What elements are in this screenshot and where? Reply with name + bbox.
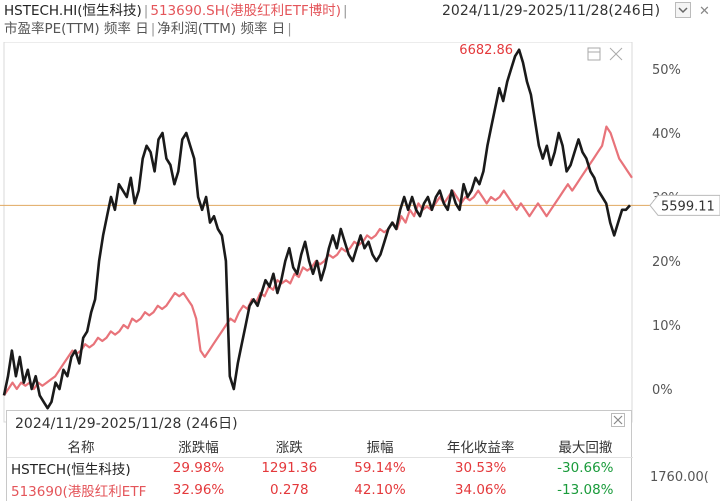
table-row[interactable]: HSTECH(恒生科技) 29.98% 1291.36 59.14% 30.53…	[7, 457, 633, 479]
table-row[interactable]: 513690(港股红利ETF 32.96% 0.278 42.10% 34.06…	[7, 479, 633, 501]
legend-line-1: HSTECH.HI(恒生科技) | 513690.SH(港股红利ETF博时) |	[4, 2, 350, 20]
popup-title: 2024/11/29-2025/11/28 (246日)	[15, 416, 238, 432]
max-value-label: 6682.86	[459, 43, 513, 58]
legend-indicator-profit[interactable]: 净利润(TTM) 频率 日	[157, 21, 286, 37]
y-axis-right: 50%40%30%20%10%0%	[652, 63, 681, 398]
legend-separator: |	[150, 21, 156, 37]
legend-series-hstech[interactable]: HSTECH.HI(恒生科技)	[4, 3, 142, 19]
row-name: 513690(港股红利ETF	[11, 484, 147, 500]
stats-popup: 2024/11/29-2025/11/28 (246日) 名称 涨跌幅 涨跌 振…	[6, 410, 633, 501]
column-header-change-pct[interactable]: 涨跌幅	[155, 435, 243, 458]
legend-separator: |	[342, 3, 348, 19]
plot-frame	[3, 42, 633, 423]
close-plot-icon[interactable]	[609, 47, 623, 61]
series-lines	[0, 48, 650, 410]
column-header-amplitude[interactable]: 振幅	[336, 435, 424, 458]
row-amplitude: 59.14%	[354, 460, 406, 477]
legend-indicator-pe[interactable]: 市盈率PE(TTM) 频率 日	[4, 21, 149, 37]
chart-area: 50%40%30%20%10%0% 6682.864321.935599.11	[0, 42, 720, 432]
column-header-max-drawdown[interactable]: 最大回撤	[537, 435, 633, 458]
row-name: HSTECH(恒生科技)	[11, 462, 131, 479]
legend-series-etf[interactable]: 513690.SH(港股红利ETF博时)	[150, 3, 341, 19]
table-header-row: 名称 涨跌幅 涨跌 振幅 年化收益率 最大回撤	[7, 435, 633, 458]
row-amplitude: 42.10%	[354, 482, 406, 498]
legend-line-2: 市盈率PE(TTM) 频率 日 | 净利润(TTM) 频率 日 |	[4, 20, 294, 38]
row-change-pct: 29.98%	[172, 460, 225, 477]
row-change: 0.278	[269, 482, 309, 498]
column-header-annualized[interactable]: 年化收益率	[423, 435, 538, 458]
plot-toolbar	[587, 47, 623, 61]
close-icon[interactable]: ✕	[699, 4, 710, 19]
y-tick-label: 50%	[652, 63, 681, 78]
row-max-drawdown: -13.08%	[557, 482, 614, 498]
column-header-change[interactable]: 涨跌	[242, 435, 337, 458]
row-change-pct: 32.96%	[172, 482, 225, 498]
y-tick-label: 0%	[652, 383, 673, 398]
current-value-tag	[649, 194, 720, 216]
close-icon[interactable]	[611, 413, 625, 427]
chart-header: HSTECH.HI(恒生科技) | 513690.SH(港股红利ETF博时) | 市盈…	[0, 0, 720, 42]
current-value-label: 5599.11	[661, 199, 715, 214]
stats-table: 名称 涨跌幅 涨跌 振幅 年化收益率 最大回撤 HSTECH(恒生科技) 29.…	[7, 435, 633, 501]
axis-bottom-value: 1760.00(	[650, 470, 709, 485]
series-line-hstech[interactable]	[2, 48, 631, 410]
date-range-label[interactable]: 2024/11/29-2025/11/28(246日)	[442, 3, 661, 19]
y-tick-label: 40%	[652, 127, 681, 142]
maximize-icon[interactable]	[587, 47, 601, 61]
row-change: 1291.36	[261, 460, 318, 477]
column-header-name[interactable]: 名称	[7, 435, 155, 458]
row-annualized: 34.06%	[454, 482, 507, 498]
row-max-drawdown: -30.66%	[557, 460, 614, 477]
annotations: 6682.864321.935599.11	[56, 43, 720, 432]
chevron-down-icon[interactable]	[675, 2, 691, 18]
y-tick-label: 20%	[652, 255, 681, 270]
y-tick-label: 10%	[652, 319, 681, 334]
row-annualized: 30.53%	[454, 460, 507, 477]
legend-separator: |	[287, 21, 292, 37]
legend-separator: |	[143, 3, 149, 19]
